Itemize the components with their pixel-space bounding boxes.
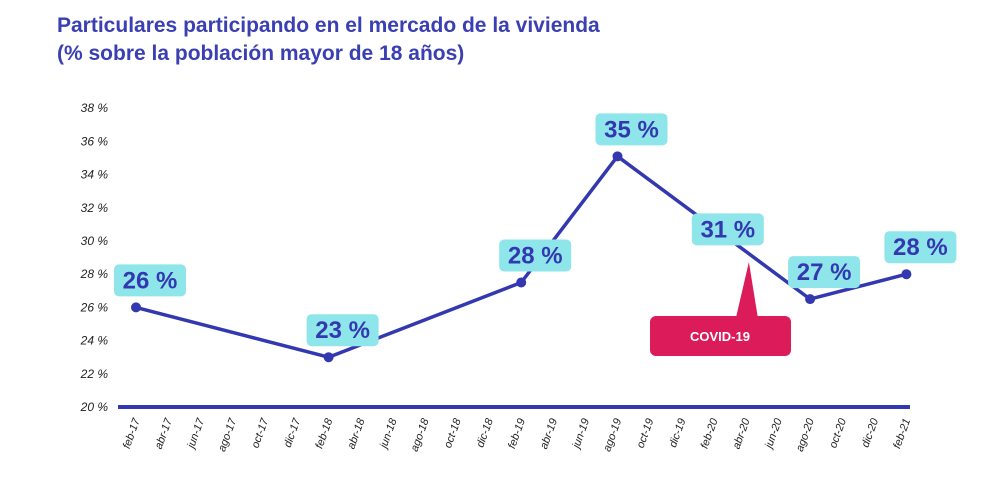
value-label-bg (499, 239, 572, 272)
value-label-bg (595, 113, 668, 146)
x-tick-label: jun-19 (570, 417, 592, 452)
value-label-bg (788, 256, 861, 289)
value-label: 23 % (306, 314, 379, 347)
value-label-text: 35 % (604, 116, 659, 143)
value-label-text: 28 % (508, 243, 563, 270)
chart-subtitle: (% sobre la población mayor de 18 años) (57, 42, 465, 65)
x-tick-label: dic-17 (282, 416, 304, 449)
x-tick-label: ago-19 (601, 417, 624, 453)
x-tick-label: abr-17 (153, 416, 175, 451)
value-label: 26 % (114, 264, 186, 297)
covid-label: COVID-19 (690, 329, 750, 344)
x-tick-label: dic-18 (474, 416, 496, 449)
y-tick-label: 26 % (80, 300, 109, 314)
value-label-text: 27 % (797, 259, 852, 286)
value-label: 28 % (884, 231, 957, 264)
data-point (323, 352, 334, 363)
value-label: 28 % (499, 239, 572, 272)
series (131, 151, 912, 363)
x-tick-label: jun-17 (185, 416, 208, 452)
value-label-bg (114, 264, 186, 297)
value-label: 35 % (595, 113, 668, 146)
x-tick-label: oct-19 (635, 417, 657, 450)
data-point (131, 302, 141, 313)
x-tick-label: feb-17 (121, 416, 143, 450)
value-label-bg (691, 213, 764, 246)
covid-box (650, 316, 791, 356)
y-tick-label: 24 % (80, 334, 109, 348)
y-tick-label: 38 % (81, 101, 109, 115)
value-label: 27 % (788, 256, 861, 289)
y-tick-label: 36 % (81, 134, 109, 148)
series-line (135, 154, 907, 359)
covid-pointer (735, 262, 758, 318)
x-tick-label: feb-18 (313, 416, 335, 450)
data-point (805, 294, 816, 305)
chart-title: Particulares participando en el mercado … (57, 12, 600, 68)
x-tick-label: oct-20 (827, 416, 849, 450)
value-label-text: 28 % (893, 234, 948, 261)
x-tick-label: feb-20 (699, 416, 721, 450)
y-axis: 20 % 22 % 24 % 26 % 28 % 30 % 32 % 34 % 36 % 38 % (80, 101, 109, 414)
value-label-text: 26 % (123, 267, 178, 294)
x-tick-label: abr-19 (538, 417, 560, 451)
x-tick-label: dic-19 (667, 417, 689, 449)
chart-title-line1: Particulares participando en el mercado … (57, 14, 600, 37)
data-point (612, 151, 623, 162)
point-labels: 26 % 23 % 28 % 35 % 27 % 28 % 31 % (114, 113, 957, 347)
value-label-text: 31 % (700, 216, 755, 243)
x-tick-label: feb-19 (506, 417, 528, 450)
x-axis: feb-17 abr-17 jun-17 ago-17 oct-17 dic-17 feb-… (118, 405, 913, 453)
y-tick-label: 28 % (80, 267, 109, 281)
y-tick-label: 32 % (81, 201, 109, 215)
x-tick-label: abr-20 (731, 416, 753, 451)
x-tick-label: ago-17 (216, 416, 239, 453)
x-tick-label: dic-20 (860, 416, 882, 449)
y-tick-label: 22 % (80, 367, 109, 381)
x-tick-label: jun-20 (762, 416, 785, 452)
x-tick-label: oct-18 (442, 416, 464, 450)
x-tick-label: ago-20 (794, 416, 817, 453)
x-tick-label: feb-21 (891, 417, 913, 450)
covid-annotation: COVID-19 (650, 262, 791, 356)
x-tick-label: jun-18 (377, 416, 400, 452)
x-tick-label: ago-18 (409, 416, 432, 453)
data-point (516, 277, 527, 288)
x-tick-label: oct-17 (249, 416, 271, 450)
y-tick-label: 20 % (80, 400, 109, 414)
value-label-bg (306, 314, 379, 347)
value-label-text: 23 % (315, 317, 370, 344)
value-label: 31 % (691, 213, 764, 246)
y-tick-label: 30 % (81, 234, 109, 248)
y-tick-label: 34 % (81, 168, 109, 182)
value-label-bg (884, 231, 957, 264)
data-point (901, 269, 912, 280)
x-tick-label: abr-18 (345, 416, 367, 451)
